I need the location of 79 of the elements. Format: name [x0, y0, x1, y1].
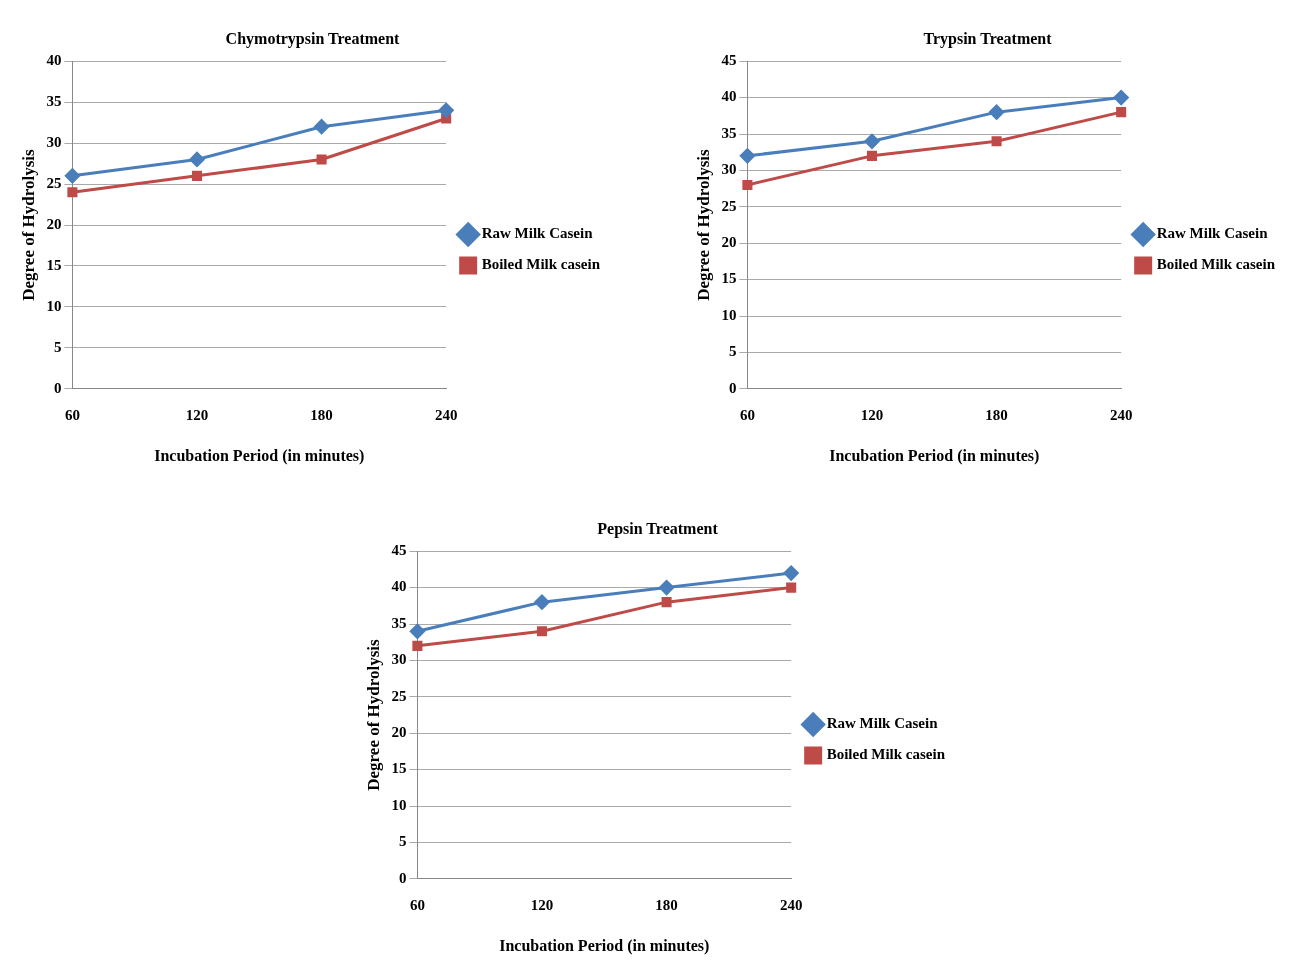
x-tick-label: 180 — [655, 896, 678, 913]
point — [991, 136, 1002, 147]
x-axis-title: Incubation Period (in minutes) — [154, 446, 365, 465]
chart-title: Trypsin Treatment — [923, 29, 1053, 48]
y-tick-label: 35 — [721, 124, 737, 141]
y-tick-label: 45 — [721, 52, 737, 69]
y-tick-label: 20 — [721, 234, 737, 251]
point — [534, 594, 550, 610]
y-tick-label: 5 — [53, 338, 62, 355]
point — [189, 151, 205, 167]
y-tick-label: 40 — [46, 52, 62, 69]
x-tick-label: 120 — [185, 406, 209, 423]
point — [409, 623, 425, 639]
point — [783, 565, 799, 581]
y-tick-label: 35 — [46, 93, 62, 110]
x-axis-title: Incubation Period (in minutes) — [829, 446, 1040, 465]
y-tick-label: 20 — [391, 724, 407, 741]
legend-label: Raw Milk Casein — [1156, 225, 1269, 242]
point — [191, 170, 203, 181]
y-tick-label: 30 — [721, 161, 737, 178]
point — [739, 148, 755, 164]
x-tick-label: 180 — [985, 406, 1008, 423]
point — [314, 119, 330, 135]
point — [67, 187, 78, 198]
x-tick-label: 120 — [530, 896, 554, 913]
x-tick-label: 240 — [434, 406, 458, 423]
x-tick-label: 60 — [409, 896, 425, 913]
x-axis-title: Incubation Period (in minutes) — [499, 936, 710, 955]
point — [742, 179, 753, 190]
legend-label: Boiled Milk casein — [826, 746, 946, 763]
y-tick-label: 45 — [391, 542, 407, 559]
point — [661, 597, 672, 608]
y-tick-label: 25 — [391, 687, 407, 704]
point — [1116, 107, 1127, 118]
legend-label: Boiled Milk casein — [1156, 256, 1276, 273]
y-tick-label: 25 — [721, 197, 737, 214]
x-tick-label: 60 — [739, 406, 755, 423]
y-tick-label: 10 — [391, 796, 407, 813]
point — [864, 133, 880, 149]
y-tick-label: 15 — [391, 760, 407, 777]
y-axis-title: Degree of Hydrolysis — [693, 148, 713, 301]
x-tick-label: 180 — [310, 406, 333, 423]
x-tick-label: 240 — [779, 896, 803, 913]
legend-label: Boiled Milk casein — [481, 256, 601, 273]
point — [64, 168, 80, 184]
y-tick-label: 30 — [391, 651, 407, 668]
legend-label: Raw Milk Casein — [826, 715, 939, 732]
y-tick-label: 40 — [721, 88, 737, 105]
y-tick-label: 40 — [391, 578, 407, 595]
y-tick-label: 10 — [721, 306, 737, 323]
y-axis-title: Degree of Hydrolysis — [18, 148, 38, 301]
point — [536, 626, 548, 637]
y-tick-label: 20 — [46, 215, 62, 232]
y-tick-label: 15 — [46, 256, 62, 273]
y-tick-label: 35 — [391, 614, 407, 631]
point — [1113, 90, 1129, 106]
y-tick-label: 10 — [46, 297, 62, 314]
point — [316, 154, 327, 165]
point — [786, 582, 797, 593]
y-tick-label: 15 — [721, 270, 737, 287]
point — [659, 580, 675, 596]
point — [412, 640, 423, 651]
x-tick-label: 120 — [860, 406, 884, 423]
chart-title: Pepsin Treatment — [597, 519, 719, 538]
y-tick-label: 25 — [46, 174, 62, 191]
legend-label: Raw Milk Casein — [481, 225, 594, 242]
x-tick-label: 60 — [64, 406, 80, 423]
y-tick-label: 30 — [46, 133, 62, 150]
point — [438, 102, 454, 118]
y-tick-label: 0 — [53, 379, 62, 396]
point — [866, 150, 878, 161]
y-tick-label: 0 — [728, 379, 737, 396]
x-tick-label: 240 — [1109, 406, 1133, 423]
y-axis-title: Degree of Hydrolysis — [363, 638, 383, 791]
chart-title: Chymotrypsin Treatment — [225, 29, 401, 48]
point — [989, 104, 1005, 120]
y-tick-label: 5 — [728, 343, 737, 360]
y-tick-label: 0 — [398, 869, 407, 886]
y-tick-label: 5 — [398, 833, 407, 850]
